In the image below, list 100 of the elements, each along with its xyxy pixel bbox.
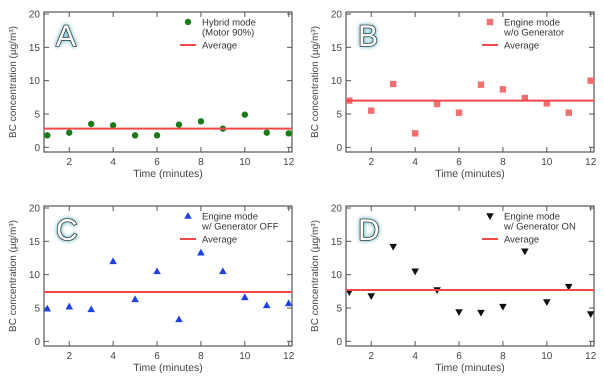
- y-tick-label: 15: [330, 236, 342, 248]
- legend-label: Average: [504, 234, 540, 246]
- annotation: C: [56, 214, 78, 247]
- y-tick-label: 20: [330, 10, 342, 20]
- point: [368, 107, 374, 114]
- point: [284, 299, 293, 306]
- x-tick-label: 4: [412, 157, 418, 168]
- legend-label: Average: [504, 40, 540, 52]
- x-tick-label: 8: [500, 157, 506, 168]
- x-axis-title: Time (minutes): [435, 168, 505, 180]
- y-tick-label: 5: [34, 304, 40, 314]
- legend-label: Average: [202, 234, 238, 246]
- x-tick-label: 6: [456, 351, 462, 362]
- point: [262, 301, 271, 308]
- x-tick-label: 6: [154, 157, 160, 168]
- point: [43, 304, 52, 312]
- x-tick-label: 2: [66, 351, 72, 362]
- point: [543, 299, 551, 306]
- y-axis-title: BC concentration (µg/m³): [310, 26, 321, 138]
- point: [588, 77, 594, 84]
- point: [87, 305, 95, 312]
- point: [154, 132, 160, 139]
- point: [176, 121, 182, 128]
- x-tick-label: 6: [456, 157, 462, 168]
- y-tick-label: 10: [330, 270, 342, 282]
- x-tick-label: 12: [585, 157, 597, 168]
- annotation: D: [358, 214, 380, 247]
- y-tick-label: 15: [28, 236, 40, 248]
- legend-label: Average: [202, 40, 238, 52]
- x-tick-label: 2: [368, 351, 374, 362]
- point: [197, 248, 205, 256]
- x-tick-label: 2: [368, 157, 374, 168]
- x-tick-label: 8: [500, 351, 506, 362]
- x-tick-label: 4: [110, 351, 116, 362]
- x-axis-title: Time (minutes): [133, 362, 203, 374]
- y-axis-title: BC concentration (µg/m³): [8, 26, 19, 138]
- x-tick-label: 10: [541, 351, 553, 362]
- point: [411, 268, 419, 276]
- y-tick-label: 20: [330, 204, 342, 214]
- x-tick-label: 10: [239, 157, 251, 168]
- y-tick-label: 20: [28, 204, 40, 214]
- y-tick-label: 0: [336, 142, 342, 154]
- legend-label: Engine mode w/ Generator OFF: [201, 212, 279, 232]
- point: [367, 293, 376, 300]
- point: [109, 257, 117, 264]
- legend-label: Hybrid mode (Motor 90%): [202, 18, 256, 38]
- legend-label: Engine mode w/ Generator ON: [503, 212, 576, 232]
- point: [477, 310, 485, 317]
- point: [389, 244, 397, 251]
- point: [390, 80, 396, 88]
- x-tick-label: 10: [541, 157, 553, 168]
- x-tick-label: 2: [66, 157, 72, 168]
- y-tick-label: 5: [34, 110, 40, 120]
- y-tick-label: 5: [336, 304, 342, 314]
- annotation: A: [56, 20, 76, 53]
- legend-label: Engine mode w/o Generator: [503, 18, 564, 38]
- x-tick-label: 12: [283, 157, 295, 168]
- point: [66, 129, 72, 136]
- point: [175, 315, 183, 322]
- x-tick-label: 4: [412, 351, 418, 362]
- y-tick-label: 0: [34, 142, 40, 154]
- x-tick-label: 4: [110, 157, 116, 168]
- point: [132, 132, 138, 139]
- x-tick-label: 8: [198, 157, 204, 168]
- point: [455, 309, 463, 316]
- y-tick-label: 10: [330, 76, 342, 88]
- x-tick-label: 10: [239, 351, 251, 362]
- point: [478, 81, 484, 88]
- y-tick-label: 10: [28, 76, 40, 88]
- y-tick-label: 0: [336, 336, 342, 348]
- point: [264, 129, 270, 136]
- x-tick-label: 12: [283, 351, 295, 362]
- point: [44, 132, 50, 139]
- x-axis-title: Time (minutes): [435, 362, 505, 374]
- y-tick-label: 10: [28, 270, 40, 282]
- x-axis-title: Time (minutes): [133, 168, 203, 180]
- x-tick-label: 12: [585, 351, 597, 362]
- point: [241, 293, 249, 300]
- point: [500, 86, 506, 93]
- point: [566, 109, 572, 116]
- y-axis-title: BC concentration (µg/m³): [8, 220, 19, 332]
- point: [286, 130, 292, 137]
- point: [412, 130, 418, 137]
- x-tick-label: 8: [198, 351, 204, 362]
- y-tick-label: 15: [28, 42, 40, 54]
- x-tick-label: 6: [154, 351, 160, 362]
- point: [499, 304, 507, 311]
- point: [65, 302, 74, 310]
- point: [131, 295, 139, 302]
- point: [521, 248, 529, 256]
- point: [153, 267, 161, 274]
- point: [242, 111, 248, 118]
- point: [88, 120, 94, 128]
- y-tick-label: 0: [34, 336, 40, 348]
- point: [219, 267, 227, 274]
- point: [456, 109, 462, 116]
- y-tick-label: 15: [330, 42, 342, 54]
- y-tick-label: 20: [28, 10, 40, 20]
- point: [198, 118, 204, 125]
- annotation: B: [358, 20, 378, 53]
